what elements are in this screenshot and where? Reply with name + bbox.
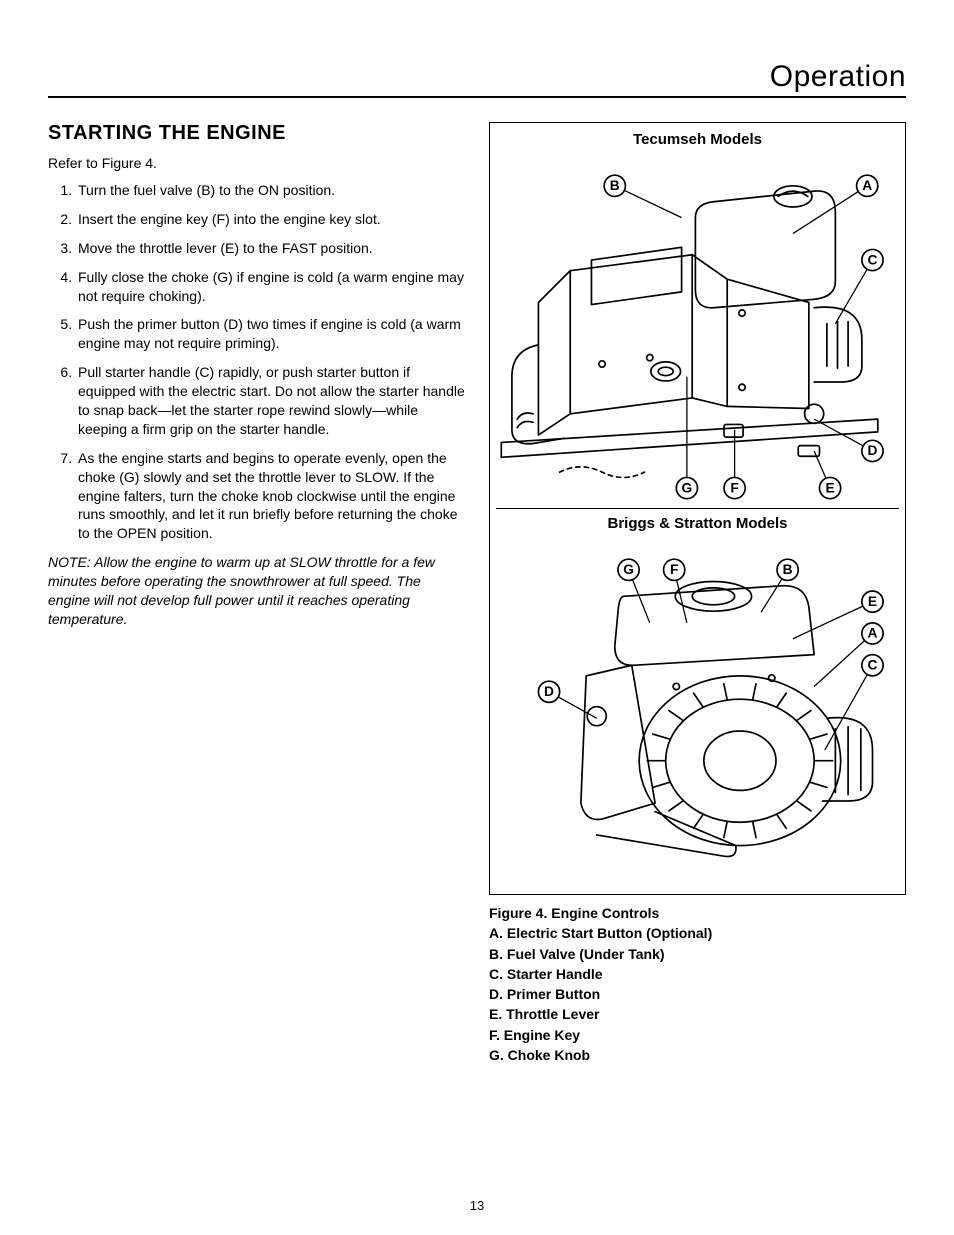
left-column: STARTING THE ENGINE Refer to Figure 4. T… xyxy=(48,122,465,1065)
figure-divider xyxy=(496,508,899,509)
note-text: NOTE: Allow the engine to warm up at SLO… xyxy=(48,553,465,629)
svg-text:A: A xyxy=(862,178,872,193)
legend-item: G. Choke Knob xyxy=(489,1045,906,1065)
svg-text:D: D xyxy=(868,443,878,458)
briggs-title: Briggs & Stratton Models xyxy=(496,515,899,532)
step-item: Move the throttle lever (E) to the FAST … xyxy=(76,239,465,258)
engine-diagram-tecumseh-svg: A B C D E F G xyxy=(496,154,899,504)
figure-legend: A. Electric Start Button (Optional) B. F… xyxy=(489,923,906,1065)
svg-text:E: E xyxy=(825,480,834,495)
page-number: 13 xyxy=(0,1198,954,1213)
legend-item: F. Engine Key xyxy=(489,1025,906,1045)
svg-text:A: A xyxy=(868,626,878,641)
steps-list: Turn the fuel valve (B) to the ON positi… xyxy=(48,181,465,543)
right-column: Tecumseh Models A B C D E F G Briggs & Stratto… xyxy=(489,122,906,1065)
header-rule: Operation xyxy=(48,60,906,98)
svg-text:C: C xyxy=(868,657,878,672)
tecumseh-title: Tecumseh Models xyxy=(496,131,899,148)
legend-item: E. Throttle Lever xyxy=(489,1004,906,1024)
step-item: Fully close the choke (G) if engine is c… xyxy=(76,268,465,306)
svg-text:C: C xyxy=(868,252,878,267)
svg-text:B: B xyxy=(610,178,620,193)
two-column-layout: STARTING THE ENGINE Refer to Figure 4. T… xyxy=(48,122,906,1065)
step-item: Turn the fuel valve (B) to the ON positi… xyxy=(76,181,465,200)
step-item: As the engine starts and begins to opera… xyxy=(76,449,465,543)
legend-item: A. Electric Start Button (Optional) xyxy=(489,923,906,943)
page-header-title: Operation xyxy=(48,60,906,94)
tecumseh-diagram: A B C D E F G xyxy=(496,154,899,504)
svg-text:F: F xyxy=(730,480,738,495)
svg-text:E: E xyxy=(868,594,877,609)
refer-line: Refer to Figure 4. xyxy=(48,155,465,171)
svg-text:G: G xyxy=(682,480,693,495)
legend-item: B. Fuel Valve (Under Tank) xyxy=(489,944,906,964)
step-item: Pull starter handle (C) rapidly, or push… xyxy=(76,363,465,439)
svg-text:F: F xyxy=(670,562,678,577)
svg-text:B: B xyxy=(783,562,793,577)
svg-text:D: D xyxy=(544,684,554,699)
briggs-diagram: A B C D E F G xyxy=(496,538,899,888)
step-item: Push the primer button (D) two times if … xyxy=(76,315,465,353)
legend-item: C. Starter Handle xyxy=(489,964,906,984)
step-item: Insert the engine key (F) into the engin… xyxy=(76,210,465,229)
svg-text:G: G xyxy=(623,562,634,577)
figure-box: Tecumseh Models A B C D E F G Briggs & Stratto… xyxy=(489,122,906,895)
legend-item: D. Primer Button xyxy=(489,984,906,1004)
figure-caption-title: Figure 4. Engine Controls xyxy=(489,903,906,923)
engine-diagram-briggs-svg: A B C D E F G xyxy=(496,538,899,888)
section-heading: STARTING THE ENGINE xyxy=(48,122,465,145)
